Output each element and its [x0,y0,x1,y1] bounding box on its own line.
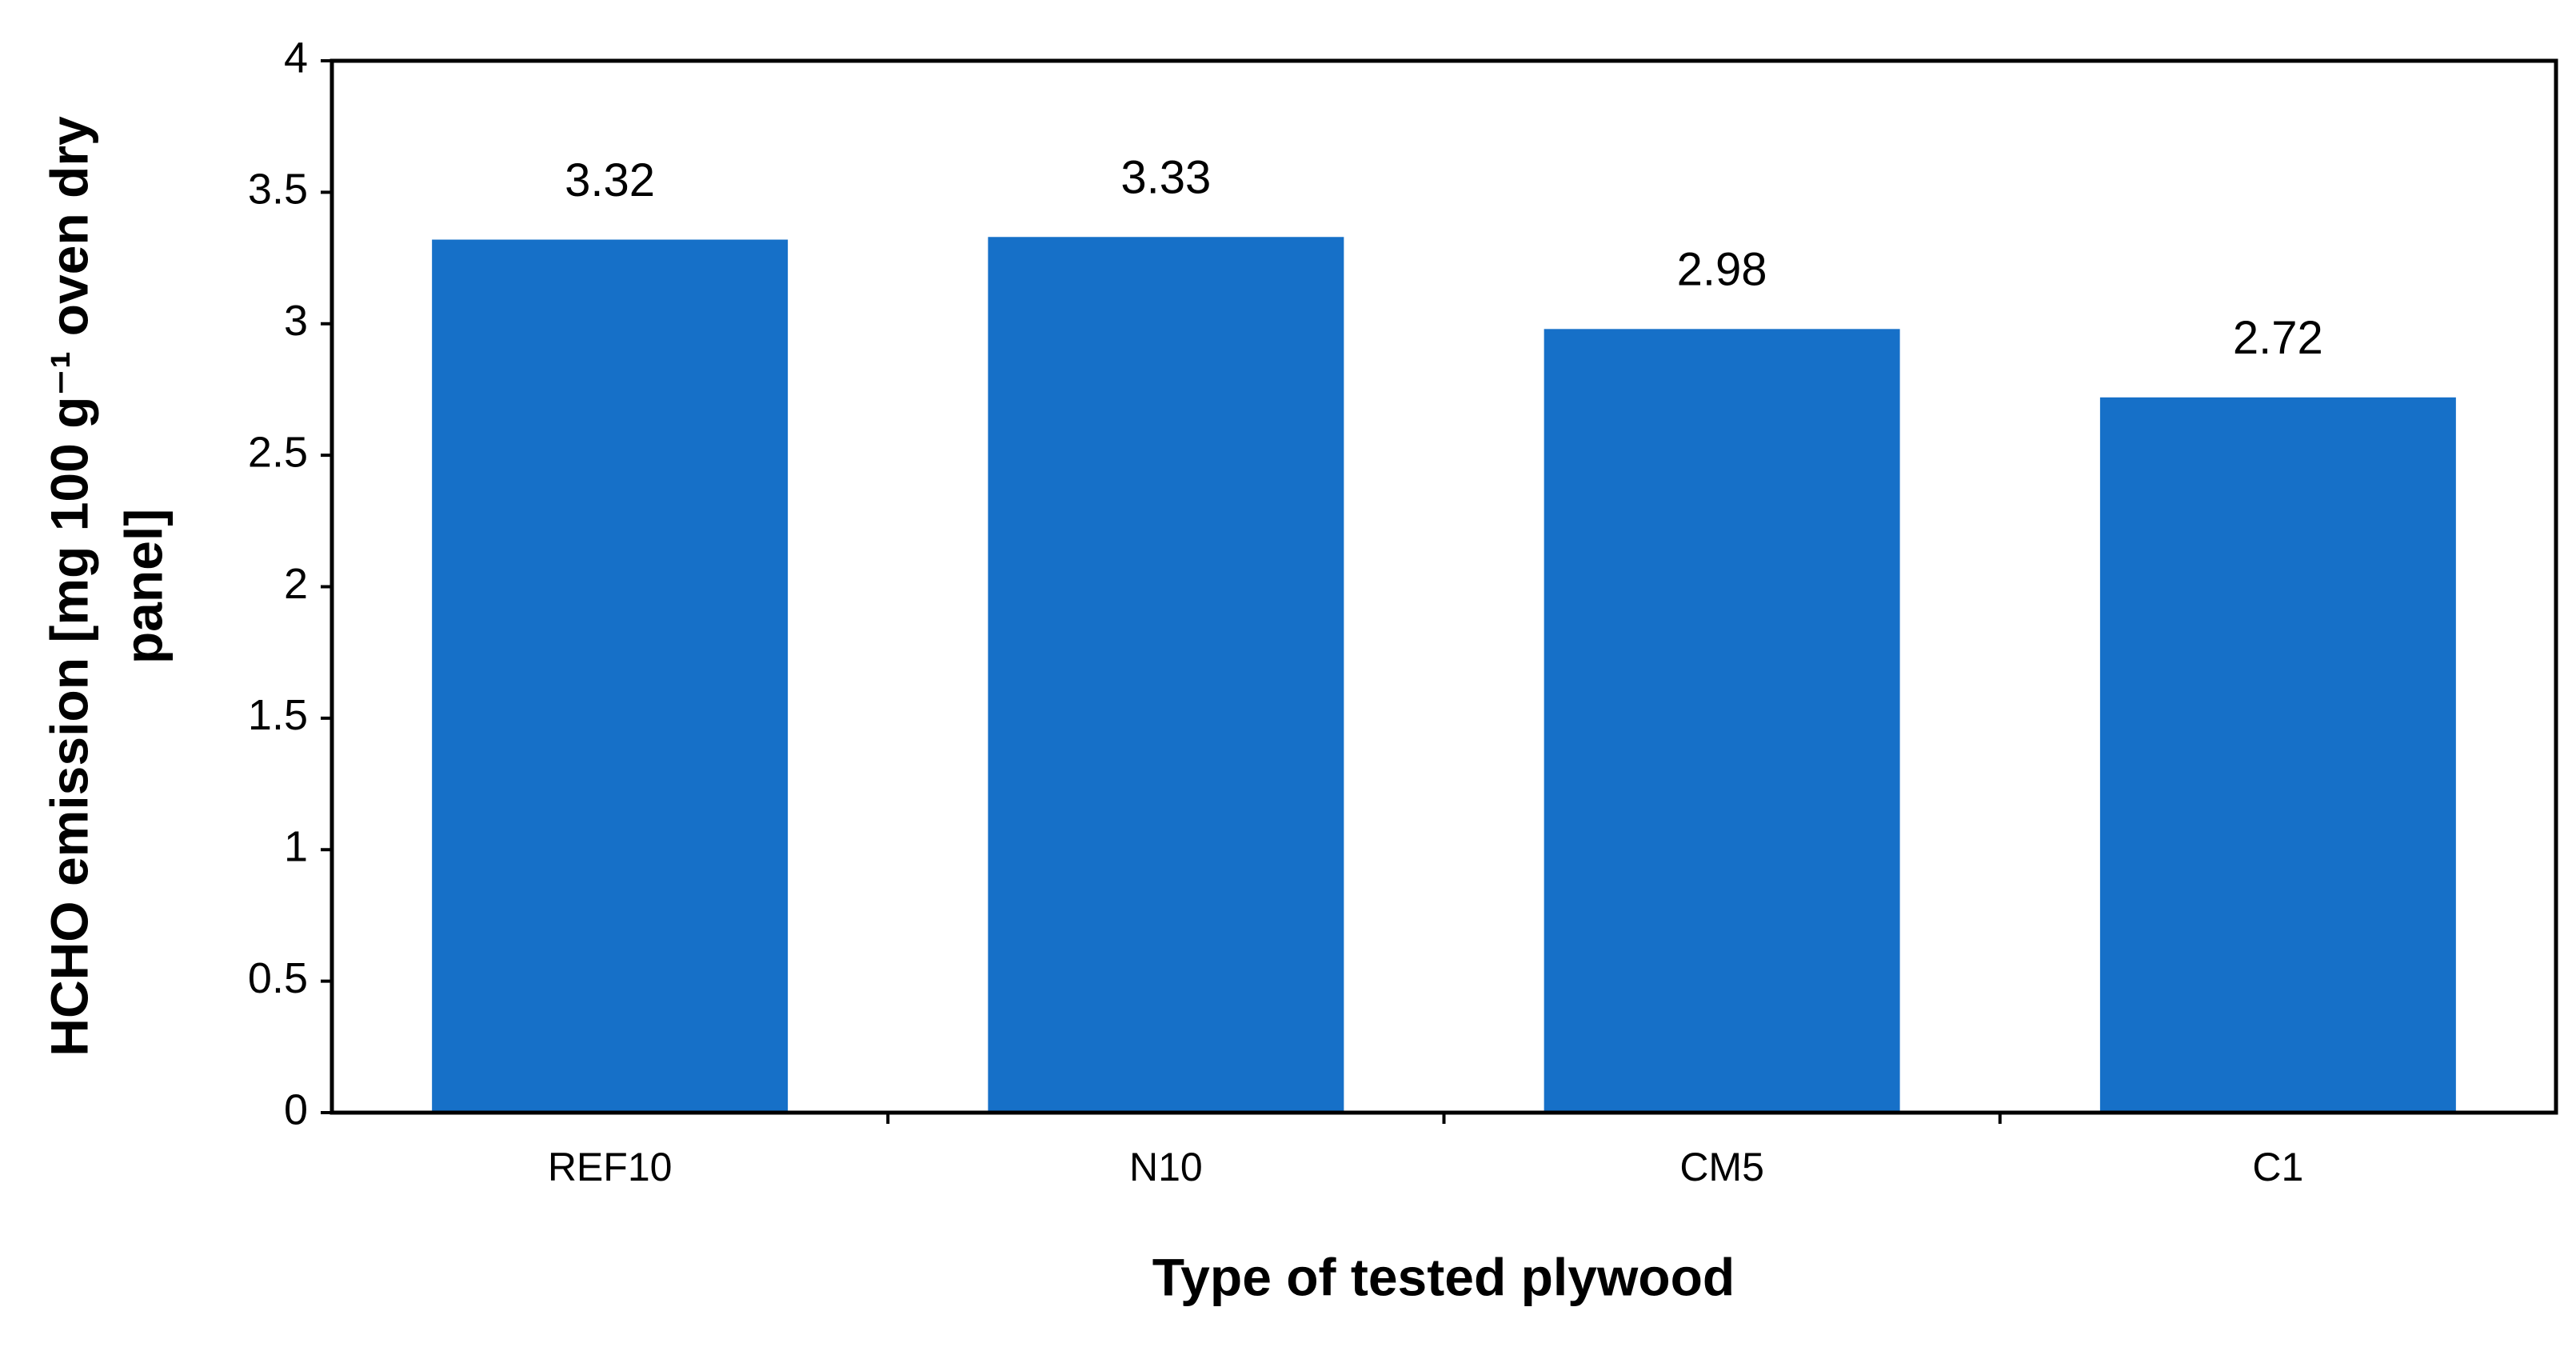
y-tick-label: 1 [284,823,308,871]
x-tick-label: N10 [1129,1145,1203,1189]
x-axis-title: Type of tested plywood [1152,1247,1735,1306]
plot-frame [329,58,2558,1115]
y-tick-label: 4 [284,34,308,82]
bar [432,239,789,1113]
y-axis-title: panel] [114,509,173,664]
y-axis-title: HCHO emission [mg 100 g⁻¹ oven dry [39,116,98,1057]
bar [1544,329,1900,1113]
value-label: 3.33 [1120,152,1211,204]
y-tick-label: 2.5 [248,428,308,476]
bar [2099,397,2456,1113]
y-tick-label: 3.5 [248,166,308,214]
value-label: 3.32 [565,154,655,206]
y-tick-label: 0 [284,1085,308,1133]
bar [988,237,1344,1113]
value-label: 2.72 [2233,312,2323,364]
y-tick-label: 1.5 [248,691,308,739]
x-tick-label: REF10 [548,1145,673,1189]
x-tick-label: CM5 [1679,1145,1764,1189]
y-tick-label: 2 [284,560,308,608]
x-tick-label: C1 [2252,1145,2303,1189]
y-tick-label: 0.5 [248,954,308,1002]
y-tick-label: 3 [284,297,308,345]
value-label: 2.98 [1677,244,1767,296]
